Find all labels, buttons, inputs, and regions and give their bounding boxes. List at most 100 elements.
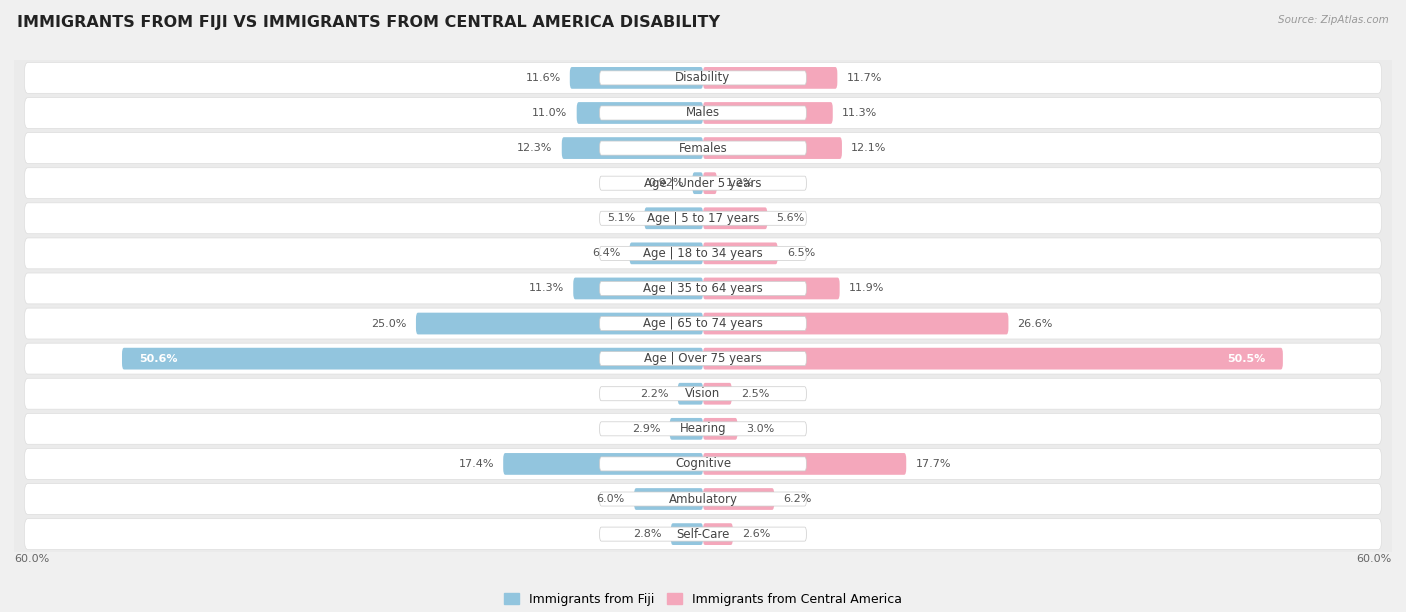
Text: 17.7%: 17.7% [915,459,950,469]
FancyBboxPatch shape [14,446,1392,482]
FancyBboxPatch shape [669,418,703,439]
Text: 2.2%: 2.2% [640,389,669,399]
FancyBboxPatch shape [703,102,832,124]
Text: 26.6%: 26.6% [1018,319,1053,329]
FancyBboxPatch shape [599,527,807,541]
Text: 2.9%: 2.9% [633,424,661,434]
Text: 2.5%: 2.5% [741,389,769,399]
Text: Age | Over 75 years: Age | Over 75 years [644,352,762,365]
FancyBboxPatch shape [416,313,703,334]
FancyBboxPatch shape [24,308,1382,339]
Text: Age | 18 to 34 years: Age | 18 to 34 years [643,247,763,260]
FancyBboxPatch shape [599,141,807,155]
FancyBboxPatch shape [14,482,1392,517]
Text: 12.1%: 12.1% [851,143,887,153]
FancyBboxPatch shape [703,278,839,299]
FancyBboxPatch shape [703,418,738,439]
Text: Females: Females [679,141,727,155]
Text: IMMIGRANTS FROM FIJI VS IMMIGRANTS FROM CENTRAL AMERICA DISABILITY: IMMIGRANTS FROM FIJI VS IMMIGRANTS FROM … [17,15,720,31]
FancyBboxPatch shape [703,523,733,545]
FancyBboxPatch shape [703,313,1008,334]
FancyBboxPatch shape [599,492,807,506]
Text: 60.0%: 60.0% [1357,554,1392,564]
FancyBboxPatch shape [14,411,1392,446]
Text: 3.0%: 3.0% [747,424,775,434]
FancyBboxPatch shape [24,203,1382,234]
Text: 6.4%: 6.4% [592,248,620,258]
Text: 25.0%: 25.0% [371,319,406,329]
Text: Age | 65 to 74 years: Age | 65 to 74 years [643,317,763,330]
FancyBboxPatch shape [14,376,1392,411]
Text: 6.0%: 6.0% [596,494,624,504]
FancyBboxPatch shape [14,95,1392,130]
Text: 11.7%: 11.7% [846,73,882,83]
Text: Disability: Disability [675,72,731,84]
Text: 5.1%: 5.1% [607,213,636,223]
FancyBboxPatch shape [703,207,768,229]
FancyBboxPatch shape [599,106,807,120]
Text: Age | 5 to 17 years: Age | 5 to 17 years [647,212,759,225]
FancyBboxPatch shape [703,67,838,89]
Text: 6.5%: 6.5% [787,248,815,258]
Text: Age | Under 5 years: Age | Under 5 years [644,177,762,190]
FancyBboxPatch shape [599,282,807,296]
Text: 17.4%: 17.4% [458,459,494,469]
Legend: Immigrants from Fiji, Immigrants from Central America: Immigrants from Fiji, Immigrants from Ce… [499,588,907,611]
Text: Ambulatory: Ambulatory [668,493,738,506]
FancyBboxPatch shape [24,343,1382,374]
FancyBboxPatch shape [569,67,703,89]
FancyBboxPatch shape [14,130,1392,166]
FancyBboxPatch shape [599,211,807,225]
Text: 50.5%: 50.5% [1227,354,1265,364]
FancyBboxPatch shape [574,278,703,299]
FancyBboxPatch shape [24,168,1382,199]
Text: 0.92%: 0.92% [648,178,683,188]
Text: 1.2%: 1.2% [725,178,755,188]
Text: 11.3%: 11.3% [842,108,877,118]
Text: 60.0%: 60.0% [14,554,49,564]
FancyBboxPatch shape [703,348,1282,370]
FancyBboxPatch shape [24,378,1382,409]
Text: Cognitive: Cognitive [675,457,731,471]
FancyBboxPatch shape [14,236,1392,271]
FancyBboxPatch shape [630,242,703,264]
FancyBboxPatch shape [703,488,775,510]
FancyBboxPatch shape [599,457,807,471]
Text: Hearing: Hearing [679,422,727,435]
FancyBboxPatch shape [24,62,1382,94]
FancyBboxPatch shape [24,518,1382,550]
Text: 12.3%: 12.3% [517,143,553,153]
Text: 11.9%: 11.9% [849,283,884,293]
Text: 11.0%: 11.0% [533,108,568,118]
FancyBboxPatch shape [14,201,1392,236]
FancyBboxPatch shape [599,247,807,260]
Text: 11.6%: 11.6% [526,73,561,83]
Text: 50.6%: 50.6% [139,354,177,364]
Text: Vision: Vision [685,387,721,400]
Text: Self-Care: Self-Care [676,528,730,540]
FancyBboxPatch shape [14,517,1392,551]
FancyBboxPatch shape [692,173,703,194]
FancyBboxPatch shape [14,61,1392,95]
FancyBboxPatch shape [599,71,807,85]
Text: 2.8%: 2.8% [633,529,662,539]
FancyBboxPatch shape [599,176,807,190]
FancyBboxPatch shape [599,422,807,436]
FancyBboxPatch shape [14,306,1392,341]
FancyBboxPatch shape [644,207,703,229]
Text: Males: Males [686,106,720,119]
FancyBboxPatch shape [562,137,703,159]
FancyBboxPatch shape [599,352,807,365]
FancyBboxPatch shape [24,413,1382,444]
Text: Source: ZipAtlas.com: Source: ZipAtlas.com [1278,15,1389,25]
FancyBboxPatch shape [703,242,778,264]
FancyBboxPatch shape [576,102,703,124]
FancyBboxPatch shape [24,238,1382,269]
FancyBboxPatch shape [24,483,1382,515]
Text: 11.3%: 11.3% [529,283,564,293]
FancyBboxPatch shape [599,387,807,401]
FancyBboxPatch shape [599,316,807,330]
FancyBboxPatch shape [14,271,1392,306]
FancyBboxPatch shape [122,348,703,370]
FancyBboxPatch shape [24,133,1382,163]
